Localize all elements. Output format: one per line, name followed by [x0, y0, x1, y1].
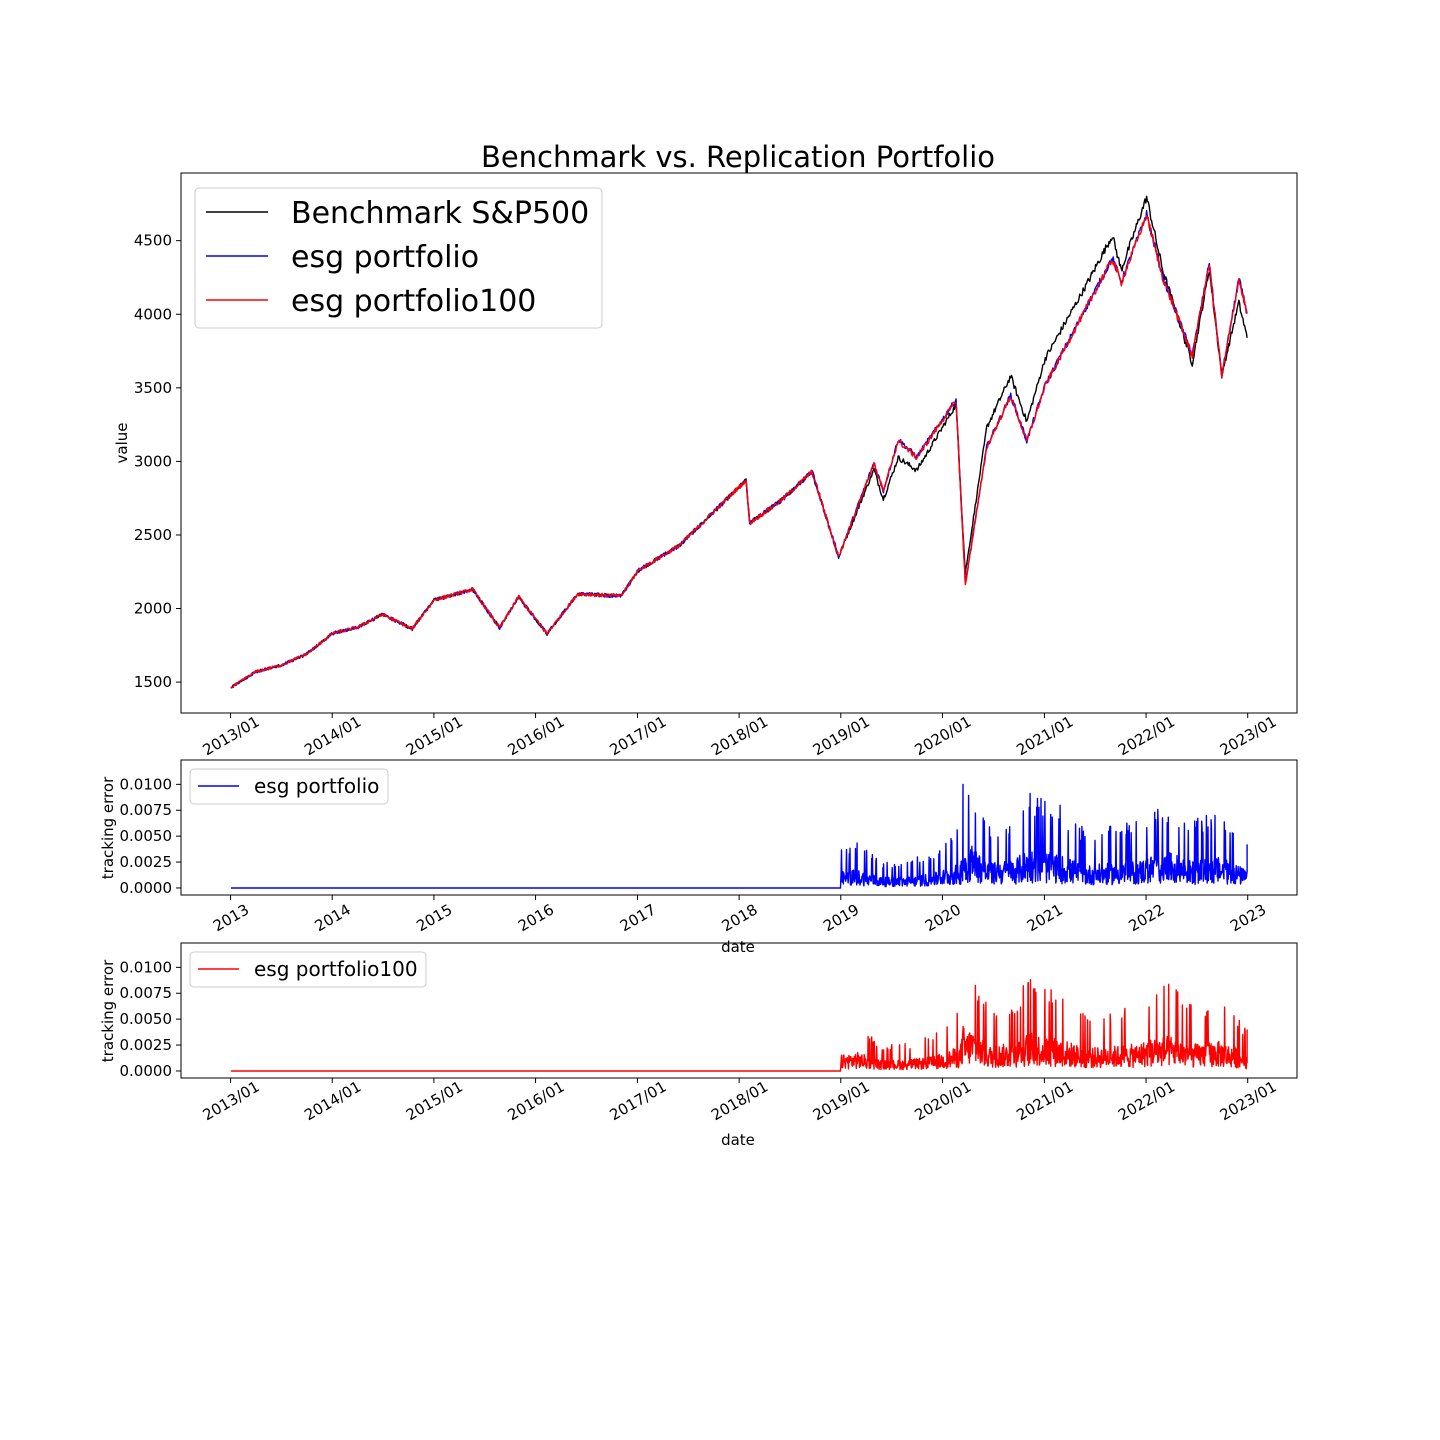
- te2-legend-box: [189, 951, 427, 988]
- series-line-esg-portfolio100: [230, 979, 1248, 1072]
- main-legend-box: [194, 187, 603, 329]
- main-legend-label-esg100: esg portfolio100: [291, 284, 536, 319]
- te2-legend: esg portfolio100: [189, 951, 427, 988]
- te2-plot-frame: [180, 942, 1298, 1079]
- y-tick-label: 0.0025: [120, 1036, 173, 1054]
- te1-x-label: date: [721, 938, 755, 956]
- te1-legend-label: esg portfolio: [254, 774, 379, 798]
- series-line-esg-portfolio100: [230, 215, 1248, 689]
- y-tick-label: 0.0050: [120, 827, 173, 845]
- y-tick-label: 4000: [134, 305, 172, 323]
- te2-lines: [230, 979, 1248, 1072]
- y-tick-label: 0.0100: [120, 775, 173, 793]
- y-tick-label: 0.0000: [120, 879, 173, 897]
- main-lines: [230, 195, 1248, 689]
- main-legend-label-esg: esg portfolio: [291, 240, 479, 275]
- te1-y-axis: 0.0000 0.0025 0.0050 0.0075 0.0100: [120, 775, 181, 897]
- main-y-label: value: [113, 423, 131, 464]
- y-tick-label: 0.0100: [120, 958, 173, 976]
- series-line-esg-portfolio: [230, 783, 1248, 889]
- te2-y-axis: 0.0000 0.0025 0.0050 0.0075 0.0100: [120, 958, 181, 1080]
- te1-legend: esg portfolio: [189, 768, 389, 805]
- te2-legend-label: esg portfolio100: [254, 957, 418, 981]
- y-tick-label: 3000: [134, 452, 172, 470]
- te1-lines: [230, 783, 1248, 889]
- main-legend: Benchmark S&P500 esg portfolio esg portf…: [194, 187, 603, 329]
- te1-legend-box: [189, 768, 389, 805]
- y-tick-label: 0.0075: [120, 984, 173, 1002]
- main-legend-label-benchmark: Benchmark S&P500: [291, 196, 589, 231]
- te1-plot-frame: [180, 759, 1298, 896]
- te1-y-label: tracking error: [99, 776, 117, 879]
- main-plot-frame: [180, 172, 1298, 714]
- y-tick-label: 0.0050: [120, 1010, 173, 1028]
- y-tick-label: 3500: [134, 379, 172, 397]
- y-tick-label: 2500: [134, 526, 172, 544]
- y-tick-label: 4500: [134, 232, 172, 250]
- main-title: Benchmark vs. Replication Portfolio: [481, 140, 995, 174]
- y-tick-label: 0.0075: [120, 801, 173, 819]
- y-tick-label: 0.0025: [120, 853, 173, 871]
- main-y-axis: 1500 2000 2500 3000 3500 4000 4500: [134, 232, 181, 691]
- y-tick-label: 1500: [134, 673, 172, 691]
- y-tick-label: 2000: [134, 600, 172, 618]
- y-tick-label: 0.0000: [120, 1062, 173, 1080]
- te2-y-label: tracking error: [99, 959, 117, 1062]
- te2-x-label: date: [721, 1131, 755, 1149]
